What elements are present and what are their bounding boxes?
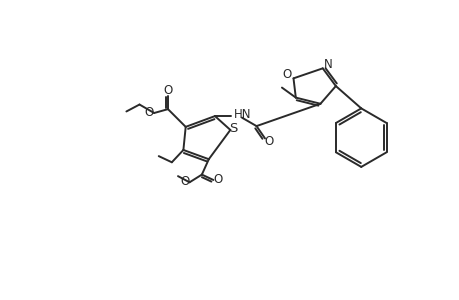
Text: HN: HN bbox=[234, 108, 251, 121]
Text: O: O bbox=[180, 175, 189, 188]
Text: O: O bbox=[144, 106, 153, 119]
Text: O: O bbox=[282, 68, 291, 81]
Text: O: O bbox=[163, 84, 172, 97]
Text: O: O bbox=[263, 135, 273, 148]
Text: O: O bbox=[213, 173, 222, 186]
Text: S: S bbox=[229, 122, 237, 135]
Text: N: N bbox=[323, 58, 332, 71]
